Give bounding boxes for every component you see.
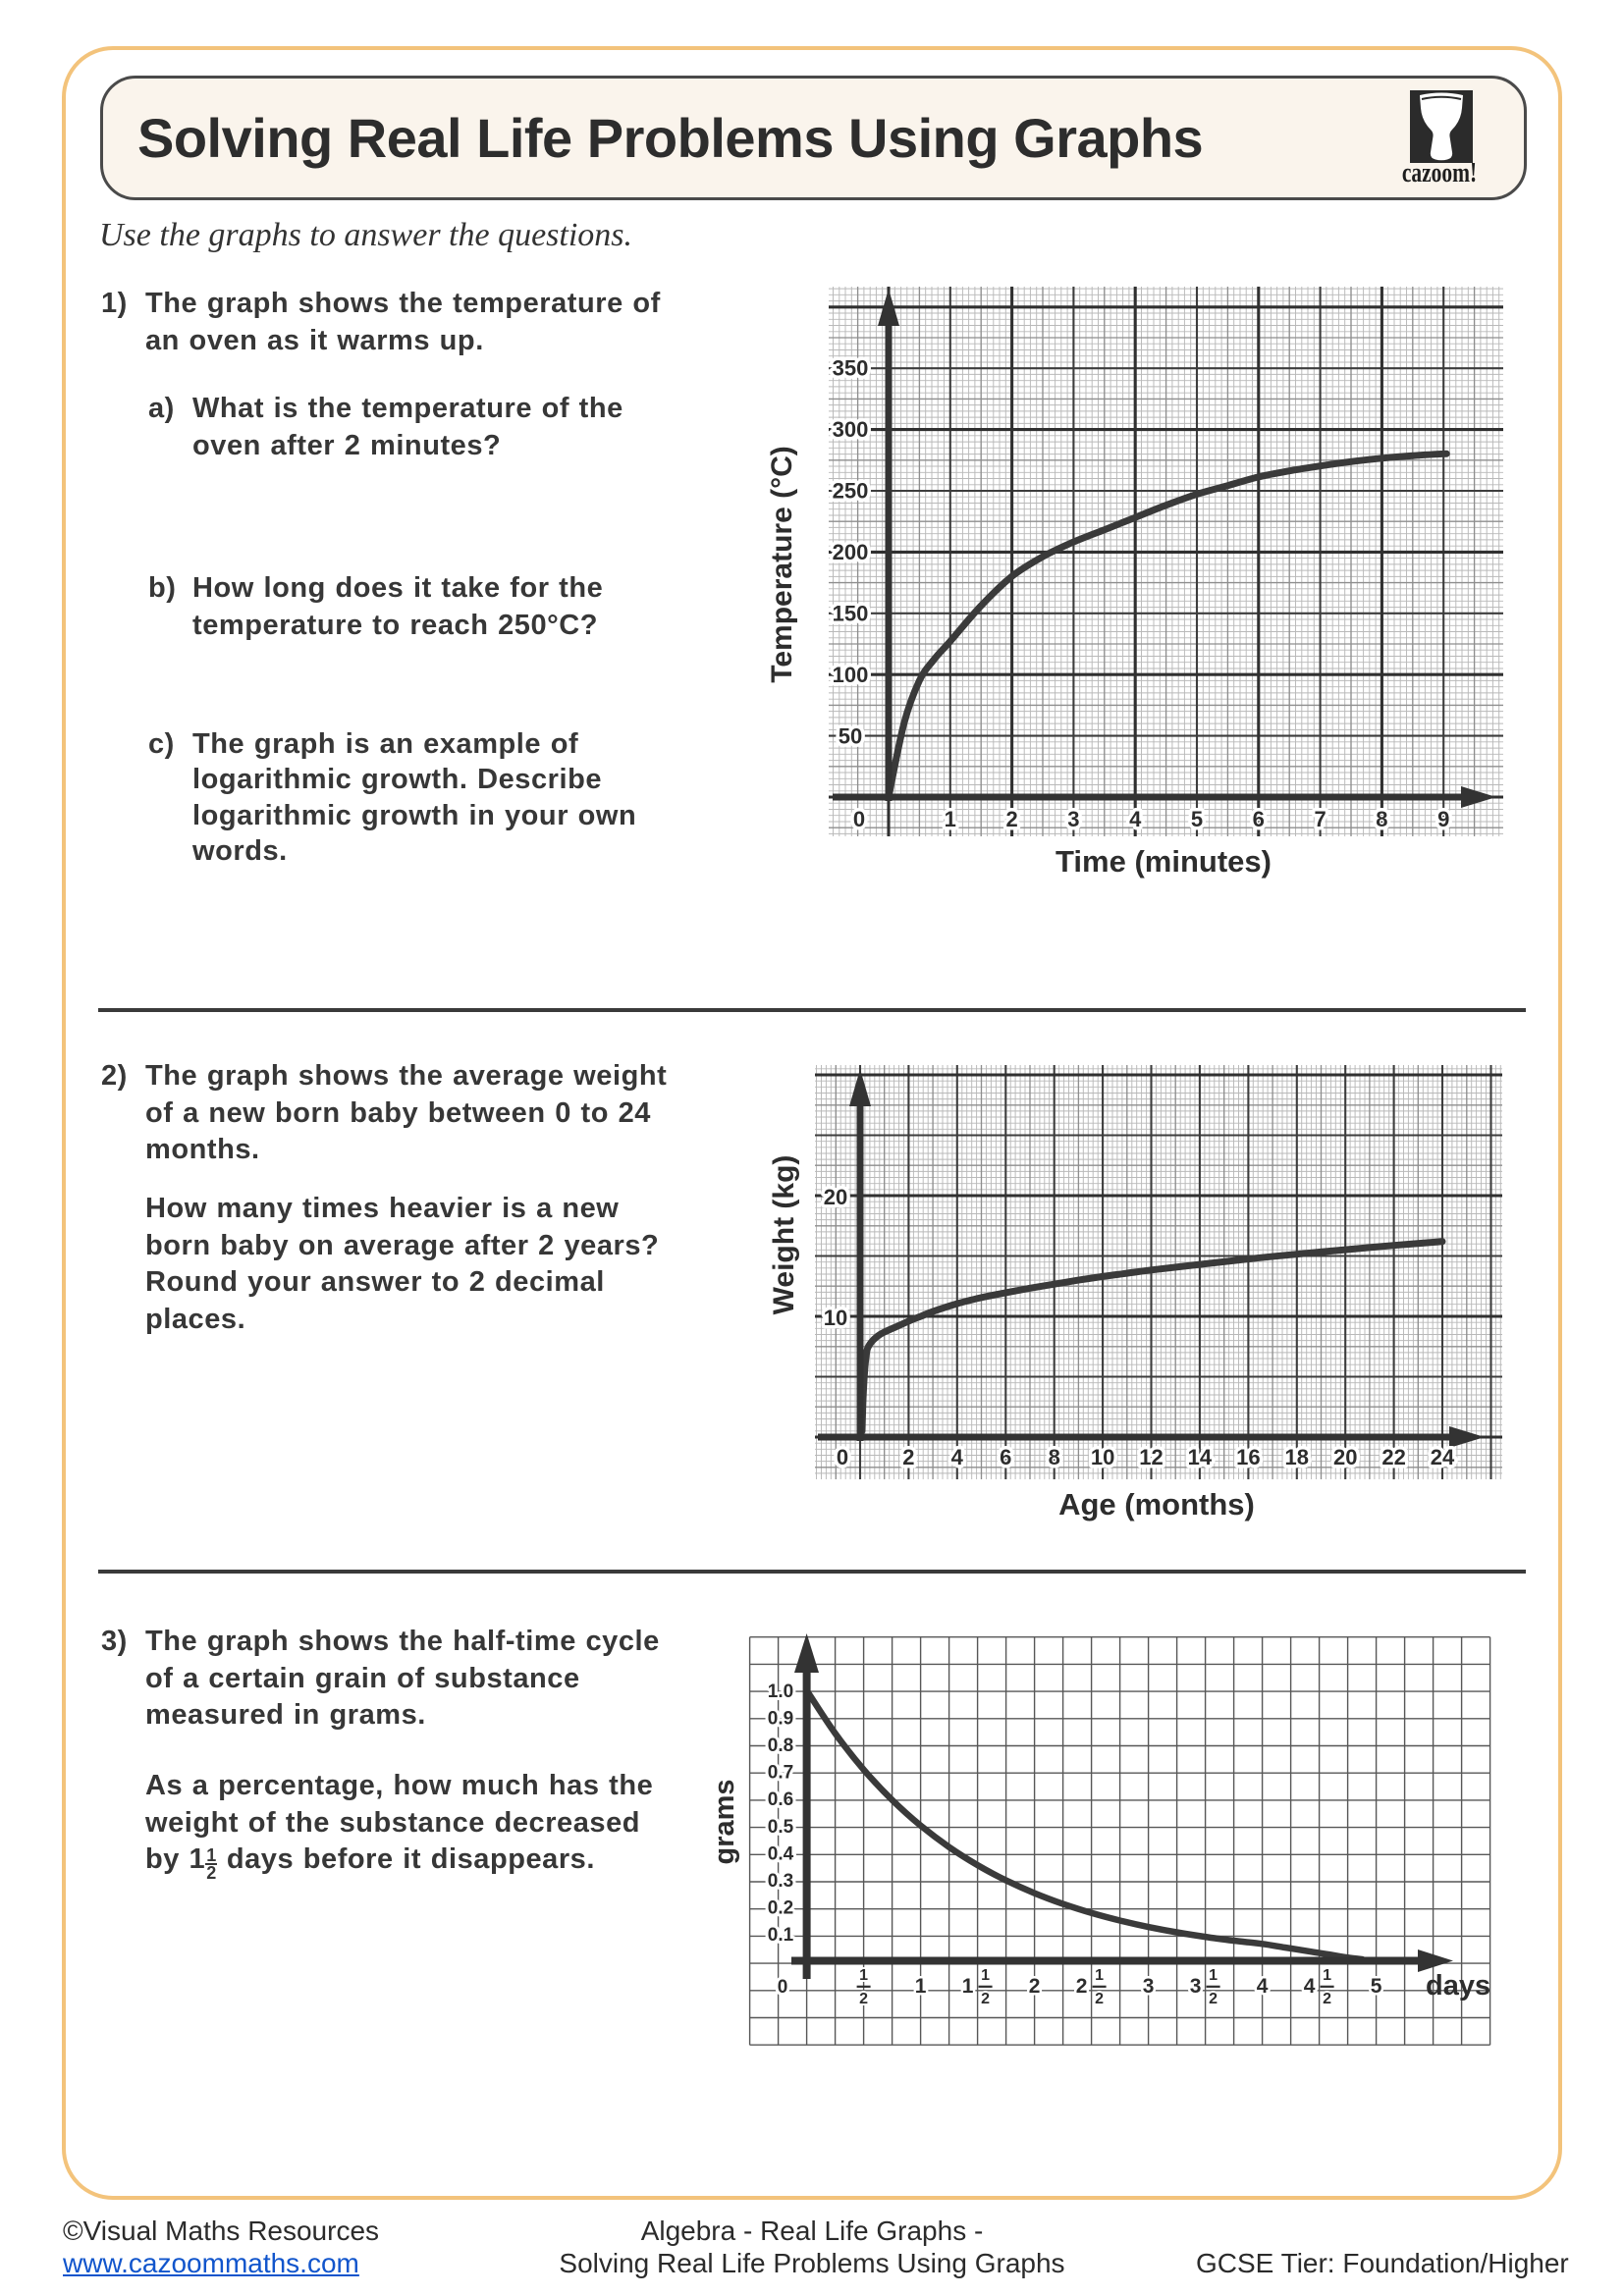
svg-text:4: 4 [1129,807,1142,831]
svg-text:Temperature (°C): Temperature (°C) [766,446,798,682]
svg-text:100: 100 [833,663,869,687]
svg-text:200: 200 [833,540,869,564]
svg-text:2: 2 [859,1991,868,2007]
svg-text:14: 14 [1188,1445,1213,1469]
svg-text:1: 1 [1209,1967,1218,1984]
svg-text:6: 6 [1253,807,1265,831]
svg-text:8: 8 [1376,807,1387,831]
svg-text:0.4: 0.4 [768,1843,794,1864]
svg-text:1: 1 [1095,1967,1104,1984]
svg-text:0.6: 0.6 [768,1789,793,1810]
svg-text:20: 20 [824,1185,847,1209]
svg-text:9: 9 [1437,807,1449,831]
svg-text:0.8: 0.8 [768,1735,793,1756]
svg-text:12: 12 [1139,1445,1163,1469]
svg-text:Age (months): Age (months) [1058,1487,1255,1522]
svg-text:2: 2 [1209,1991,1218,2007]
svg-text:7: 7 [1314,807,1326,831]
svg-text:4: 4 [1257,1975,1269,1998]
svg-text:18: 18 [1285,1445,1309,1469]
svg-text:22: 22 [1381,1445,1405,1469]
svg-text:0.9: 0.9 [768,1709,793,1730]
svg-text:50: 50 [839,724,862,749]
svg-text:Weight (kg): Weight (kg) [768,1155,800,1315]
svg-text:2: 2 [1029,1975,1041,1998]
svg-text:3: 3 [1067,807,1079,831]
svg-text:1: 1 [945,807,956,831]
svg-text:1: 1 [981,1967,990,1984]
svg-text:grams: grams [709,1779,740,1864]
svg-text:1: 1 [1323,1967,1331,1984]
svg-text:3: 3 [1190,1975,1202,1998]
svg-text:10: 10 [1091,1445,1114,1469]
svg-text:150: 150 [833,602,869,626]
svg-text:16: 16 [1236,1445,1260,1469]
svg-text:2: 2 [1076,1975,1088,1998]
svg-text:24: 24 [1431,1445,1455,1469]
svg-text:0.2: 0.2 [768,1897,793,1918]
svg-text:1.0: 1.0 [768,1682,793,1702]
svg-text:4: 4 [951,1445,964,1469]
svg-text:5: 5 [1191,807,1203,831]
svg-text:2: 2 [1005,807,1017,831]
svg-text:20: 20 [1333,1445,1357,1469]
svg-text:3: 3 [1143,1975,1155,1998]
svg-text:Time (minutes): Time (minutes) [1056,844,1272,879]
svg-text:350: 350 [833,356,869,381]
svg-text:0.5: 0.5 [768,1817,794,1838]
svg-text:0.1: 0.1 [768,1925,794,1946]
svg-text:2: 2 [1323,1991,1331,2007]
svg-text:2: 2 [902,1445,914,1469]
svg-text:10: 10 [824,1306,847,1330]
svg-text:0: 0 [778,1977,788,1998]
svg-text:4: 4 [1304,1975,1316,1998]
svg-text:2: 2 [981,1991,990,2007]
svg-text:0.3: 0.3 [768,1871,793,1892]
svg-text:0.7: 0.7 [768,1763,793,1784]
svg-text:0: 0 [853,807,865,831]
svg-text:0: 0 [837,1445,848,1469]
svg-text:8: 8 [1049,1445,1060,1469]
svg-text:1: 1 [859,1967,868,1984]
svg-text:5: 5 [1371,1975,1382,1998]
svg-text:6: 6 [1000,1445,1011,1469]
svg-text:2: 2 [1095,1991,1104,2007]
svg-text:1: 1 [962,1975,974,1998]
svg-text:250: 250 [833,479,869,504]
svg-text:300: 300 [833,417,869,442]
svg-text:1: 1 [915,1975,927,1998]
svg-text:days: days [1426,1970,1490,2002]
